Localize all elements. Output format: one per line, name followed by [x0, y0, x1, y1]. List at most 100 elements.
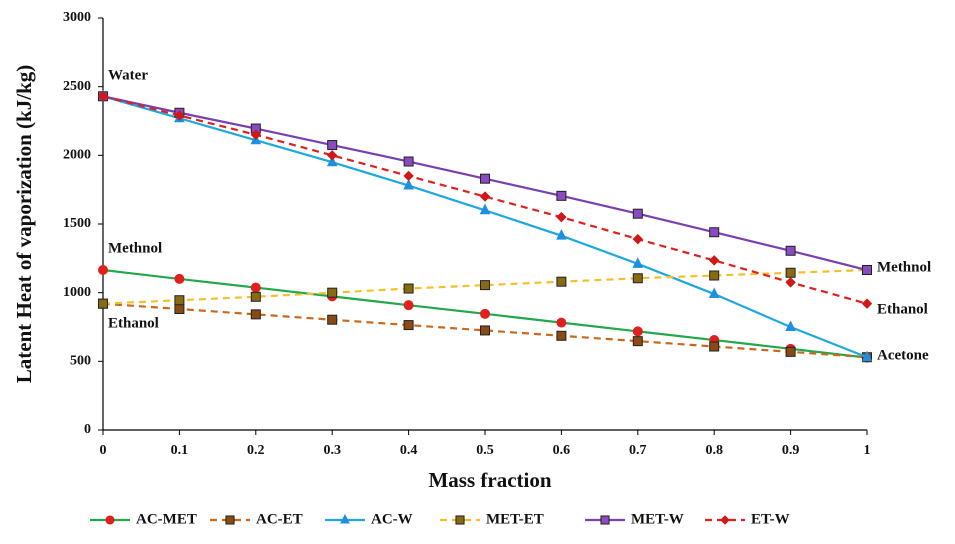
point [632, 233, 644, 245]
point [340, 513, 350, 524]
series [97, 91, 873, 309]
point [480, 280, 490, 291]
point [709, 227, 720, 238]
legend-item: AC-MET [90, 511, 197, 527]
x-tick-label: 0.9 [782, 443, 800, 458]
legend-label: AC-MET [136, 511, 197, 527]
legend-item: MET-ET [440, 511, 544, 527]
x-tick-label: 0.8 [705, 443, 723, 458]
point [785, 245, 796, 256]
point [403, 320, 414, 331]
y-tick-label: 1000 [63, 285, 91, 300]
point [709, 270, 720, 281]
point [327, 287, 338, 298]
point [403, 178, 414, 190]
legend-item: AC-ET [210, 511, 303, 527]
point [556, 330, 567, 341]
point [403, 300, 414, 311]
series [98, 265, 872, 363]
y-tick-label: 3000 [63, 10, 91, 25]
x-axis-title: Mass fraction [428, 468, 551, 492]
point [785, 277, 796, 288]
point [785, 346, 796, 357]
annotation: Ethanol [877, 301, 928, 317]
point [480, 308, 490, 319]
x-tick-label: 0.3 [323, 443, 341, 458]
line [102, 268, 868, 305]
point [98, 298, 108, 309]
point [632, 208, 643, 219]
annotation: Ethanol [108, 315, 159, 331]
x-tick-label: 0.1 [171, 443, 189, 458]
x-tick-label: 0.6 [553, 443, 571, 458]
point [250, 291, 261, 302]
point [250, 309, 261, 320]
annotation: Water [108, 67, 148, 83]
x-tick-label: 0.7 [629, 443, 647, 458]
point [708, 287, 720, 299]
point [105, 515, 115, 525]
point [556, 229, 567, 240]
point [327, 140, 338, 151]
y-tick-label: 2000 [63, 148, 91, 163]
series [97, 89, 873, 362]
y-tick-label: 0 [84, 422, 91, 437]
point [403, 170, 414, 182]
annotation: Acetone [877, 347, 929, 363]
y-tick-label: 2500 [63, 79, 91, 94]
point [327, 314, 338, 325]
point [479, 203, 491, 215]
point [600, 515, 610, 525]
legend-label: AC-W [371, 511, 413, 527]
point [250, 129, 262, 140]
legend-label: MET-ET [486, 511, 544, 527]
point [556, 317, 567, 328]
point [861, 298, 873, 309]
series [98, 298, 872, 363]
x-tick-label: 0.4 [400, 443, 418, 458]
point [174, 273, 185, 284]
y-tick-label: 500 [70, 354, 91, 369]
point [403, 283, 414, 294]
point [632, 326, 643, 337]
annotation: Methnol [877, 259, 931, 275]
point [862, 265, 872, 276]
legend-item: ET-W [705, 511, 790, 527]
point [632, 273, 643, 284]
legend-item: AC-W [325, 511, 413, 527]
x-tick-label: 1 [864, 443, 871, 458]
point [479, 191, 491, 202]
point [556, 276, 567, 287]
point [556, 211, 567, 223]
point [709, 341, 720, 352]
point [708, 255, 720, 266]
point [556, 190, 567, 201]
x-tick-label: 0.2 [247, 443, 265, 458]
point [403, 156, 414, 167]
point [632, 336, 643, 347]
x-tick-label: 0 [100, 443, 107, 458]
point [326, 150, 338, 161]
point [225, 515, 235, 525]
annotation: Methnol [108, 240, 162, 256]
y-axis-title: Latent Heat of vaporization (kJ/kg) [12, 65, 36, 383]
x-tick-label: 0.5 [476, 443, 494, 458]
legend-label: ET-W [751, 511, 790, 527]
point [250, 282, 261, 293]
line [102, 302, 868, 359]
legend-label: MET-W [631, 511, 684, 527]
point [632, 257, 644, 268]
point [455, 515, 465, 525]
point [174, 295, 185, 306]
point [98, 265, 108, 276]
point [174, 110, 185, 121]
point [326, 155, 338, 167]
legend-label: AC-ET [256, 511, 303, 527]
point [480, 325, 490, 336]
point [720, 515, 730, 525]
point [861, 350, 873, 362]
point [174, 304, 185, 315]
point [480, 173, 490, 184]
point [785, 320, 796, 331]
